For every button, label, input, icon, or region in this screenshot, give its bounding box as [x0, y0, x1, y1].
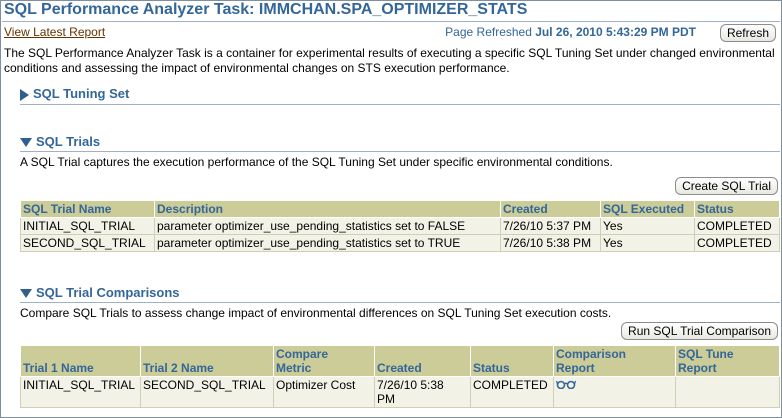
title-divider	[2, 21, 780, 22]
created-line2: PM	[377, 392, 395, 406]
page-title: SQL Performance Analyzer Task: IMMCHAN.S…	[4, 1, 528, 18]
run-sql-trial-comparison-button[interactable]: Run SQL Trial Comparison	[621, 322, 778, 340]
comparisons-description: Compare SQL Trials to assess change impa…	[20, 306, 612, 320]
compare-metric-line1: Compare	[276, 347, 329, 361]
section-heading-tuning-set: SQL Tuning Set	[33, 86, 130, 101]
section-heading-comparisons: SQL Trial Comparisons	[36, 285, 180, 300]
cell-created: 7/26/10 5:37 PM	[500, 217, 601, 235]
comparison-report-line2: Report	[556, 361, 595, 375]
cell-status: COMPLETED	[470, 376, 554, 408]
view-latest-report-link[interactable]: View Latest Report	[4, 25, 106, 39]
page-refreshed-label: Page Refreshed	[445, 25, 532, 39]
glasses-icon[interactable]	[555, 378, 578, 392]
cell-sql-tune-report	[675, 376, 780, 408]
column-header-description: Description	[154, 200, 501, 218]
cell-trial2-name: SECOND_SQL_TRIAL	[140, 376, 274, 408]
sql-trials-table: SQL Trial Name Description Created SQL E…	[20, 200, 780, 252]
cell-trial1-name: INITIAL_SQL_TRIAL	[20, 376, 141, 408]
table-row: INITIAL_SQL_TRIAL parameter optimizer_us…	[20, 217, 780, 235]
page-refreshed: Page Refreshed Jul 26, 2010 5:43:29 PM P…	[445, 25, 696, 39]
section-divider	[20, 302, 780, 303]
create-sql-trial-button[interactable]: Create SQL Trial	[675, 177, 778, 195]
column-header-sql-tune-report: SQL Tune Report	[675, 345, 780, 377]
cell-comparison-report	[553, 376, 676, 408]
column-header-trial1: Trial 1 Name	[20, 345, 141, 377]
cell-compare-metric: Optimizer Cost	[273, 376, 375, 408]
refresh-button[interactable]: Refresh	[719, 24, 776, 42]
sql-tune-report-line1: SQL Tune	[678, 347, 734, 361]
sql-tune-report-line2: Report	[678, 361, 717, 375]
cell-created: 7/26/10 5:38 PM	[374, 376, 471, 408]
compare-metric-line2: Metric	[276, 361, 312, 375]
column-header-trial-name: SQL Trial Name	[20, 200, 155, 218]
section-divider	[20, 104, 780, 105]
column-header-trial2: Trial 2 Name	[140, 345, 274, 377]
cell-status: COMPLETED	[694, 234, 780, 252]
cell-created: 7/26/10 5:38 PM	[500, 234, 601, 252]
trials-description: A SQL Trial captures the execution perfo…	[20, 155, 613, 169]
sql-tuning-set-toggle[interactable]: SQL Tuning Set	[20, 86, 129, 101]
column-header-sql-executed: SQL Executed	[600, 200, 695, 218]
sql-trial-comparisons-table: Trial 1 Name Trial 2 Name Compare Metric …	[20, 345, 780, 408]
table-row: SECOND_SQL_TRIAL parameter optimizer_use…	[20, 234, 780, 252]
column-header-status: Status	[470, 345, 554, 377]
collapse-triangle-icon	[20, 289, 32, 299]
column-header-comparison-report: Comparison Report	[553, 345, 676, 377]
cell-description: parameter optimizer_use_pending_statisti…	[154, 234, 501, 252]
column-header-compare-metric: Compare Metric	[273, 345, 375, 377]
expand-triangle-icon	[20, 88, 29, 101]
column-header-created: Created	[374, 345, 471, 377]
cell-trial-name: SECOND_SQL_TRIAL	[20, 234, 155, 252]
cell-description: parameter optimizer_use_pending_statisti…	[154, 217, 501, 235]
table-row: INITIAL_SQL_TRIAL SECOND_SQL_TRIAL Optim…	[20, 376, 780, 408]
section-heading-trials: SQL Trials	[36, 134, 101, 149]
comparison-report-line1: Comparison	[556, 347, 627, 361]
collapse-triangle-icon	[20, 138, 32, 148]
table-header-row: SQL Trial Name Description Created SQL E…	[20, 200, 780, 218]
table-header-row: Trial 1 Name Trial 2 Name Compare Metric …	[20, 345, 780, 377]
created-line1: 7/26/10 5:38	[377, 378, 444, 392]
column-header-created: Created	[500, 200, 601, 218]
sql-trial-comparisons-toggle[interactable]: SQL Trial Comparisons	[20, 285, 180, 300]
cell-sql-executed: Yes	[600, 217, 695, 235]
sql-trials-toggle[interactable]: SQL Trials	[20, 134, 100, 149]
column-header-status: Status	[694, 200, 780, 218]
cell-status: COMPLETED	[694, 217, 780, 235]
task-description: The SQL Performance Analyzer Task is a c…	[4, 46, 775, 75]
cell-sql-executed: Yes	[600, 234, 695, 252]
section-divider	[20, 151, 780, 152]
cell-trial-name: INITIAL_SQL_TRIAL	[20, 217, 155, 235]
page-refreshed-timestamp: Jul 26, 2010 5:43:29 PM PDT	[535, 25, 696, 39]
